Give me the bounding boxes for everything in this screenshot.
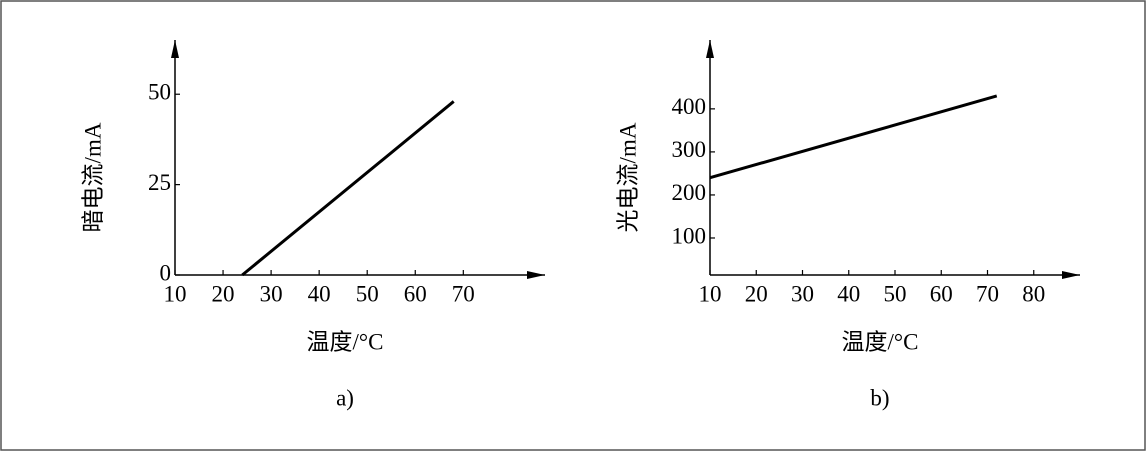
x-axis-label: 温度/°C (842, 329, 919, 354)
data-line (709, 94, 998, 180)
x-axis-label: 温度/°C (307, 329, 384, 354)
y-tick-label: 300 (672, 137, 707, 162)
y-axis-label: 暗电流/mA (80, 122, 105, 232)
x-arrow (527, 271, 545, 279)
y-arrow (171, 40, 179, 58)
y-arrow (706, 40, 714, 58)
x-tick-label: 50 (356, 281, 379, 306)
y-tick-label: 25 (148, 170, 171, 195)
x-arrow (1062, 271, 1080, 279)
x-tick-label: 70 (976, 281, 999, 306)
x-tick-label: 10 (699, 281, 722, 306)
x-tick-label: 20 (745, 281, 768, 306)
x-tick-label: 50 (884, 281, 907, 306)
x-tick-label: 60 (404, 281, 427, 306)
data-line (241, 100, 455, 277)
x-tick-label: 10 (164, 281, 187, 306)
y-tick-label: 0 (160, 260, 172, 285)
x-tick-label: 40 (308, 281, 331, 306)
caption: a) (336, 385, 354, 410)
x-tick-label: 80 (1022, 281, 1045, 306)
y-tick-label: 200 (672, 180, 707, 205)
x-tick-label: 30 (260, 281, 283, 306)
x-tick-label: 30 (791, 281, 814, 306)
x-tick-label: 70 (452, 281, 475, 306)
y-axis-label: 光电流/mA (615, 122, 640, 232)
x-tick-label: 40 (837, 281, 860, 306)
y-tick-label: 400 (672, 94, 707, 119)
caption: b) (870, 385, 889, 410)
y-tick-label: 50 (148, 80, 171, 105)
x-tick-label: 20 (212, 281, 235, 306)
x-tick-label: 60 (930, 281, 953, 306)
y-tick-label: 100 (672, 223, 707, 248)
